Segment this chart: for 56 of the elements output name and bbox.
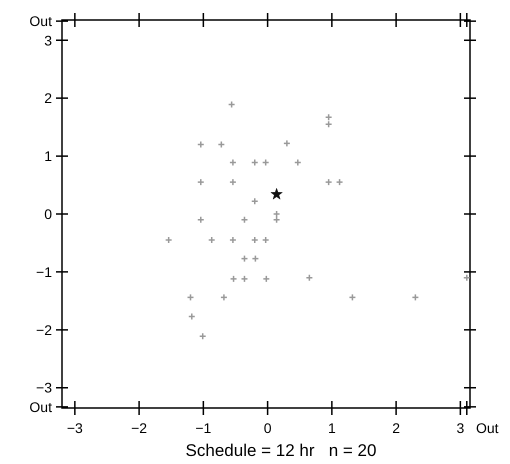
point: [251, 158, 259, 166]
point: [252, 254, 260, 262]
point: [208, 236, 216, 244]
y-tick-label: Out: [29, 13, 52, 30]
point: [240, 275, 248, 283]
point: [188, 312, 196, 320]
point: [348, 294, 356, 302]
x-tick-label: −1: [195, 420, 212, 436]
point: [270, 188, 283, 200]
x-axis-title: Schedule = 12 hr n = 20: [186, 441, 376, 460]
text: Out: [476, 420, 499, 436]
point: [262, 275, 270, 283]
x-tick-label: 3: [456, 420, 464, 436]
point: [336, 178, 344, 186]
point: [240, 216, 248, 224]
y-tick-label: −1: [36, 264, 52, 280]
point: [220, 294, 228, 302]
point: [229, 158, 237, 166]
point: [272, 216, 280, 224]
x-tick-label: 1: [328, 420, 336, 436]
y-tick-label: Out: [29, 398, 52, 415]
point: [229, 236, 237, 244]
point: [230, 275, 238, 283]
y-tick-label: −3: [36, 380, 52, 396]
point: [197, 178, 205, 186]
point: [324, 120, 332, 128]
point: [324, 114, 332, 122]
point: [262, 158, 270, 166]
point: [229, 178, 237, 186]
y-tick-label: 1: [44, 148, 52, 164]
point: [197, 140, 205, 148]
point: [463, 274, 471, 282]
point: [251, 236, 259, 244]
point: [240, 254, 248, 262]
x-tick-label: −3: [66, 420, 84, 436]
y-tick-label: −2: [36, 322, 52, 338]
y-tick-label: 0: [44, 206, 52, 222]
point: [164, 236, 172, 244]
point: [306, 274, 314, 282]
point: [186, 294, 194, 302]
point: [324, 178, 332, 186]
point: [262, 236, 270, 244]
point: [251, 198, 259, 206]
x-tick-label: 2: [392, 420, 400, 436]
point: [272, 210, 280, 218]
x-tick-label: −2: [131, 420, 148, 436]
point: [228, 100, 236, 108]
point: [198, 332, 206, 340]
x-tick-label: 0: [264, 420, 272, 436]
y-tick-label: 3: [44, 32, 52, 48]
y-tick-label: 2: [44, 90, 52, 106]
point: [197, 216, 205, 224]
point: [283, 140, 291, 148]
point: [412, 294, 420, 302]
point: [294, 158, 302, 166]
point: [218, 140, 226, 148]
